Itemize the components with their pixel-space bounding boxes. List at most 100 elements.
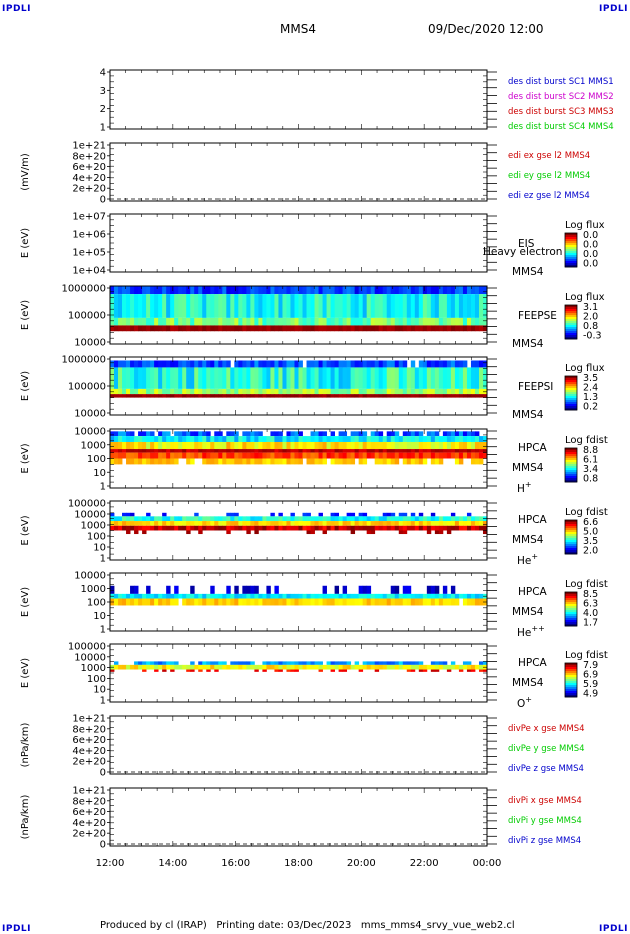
spectrogram-cell bbox=[398, 360, 404, 368]
spectrogram-cell bbox=[338, 449, 344, 453]
spectrogram-cell bbox=[214, 394, 219, 398]
spectrogram-cell bbox=[254, 593, 259, 599]
spectrogram-cell bbox=[126, 388, 131, 395]
colorbar-step bbox=[565, 257, 577, 260]
spectrogram-cell bbox=[414, 441, 420, 450]
spectrogram-cell bbox=[178, 388, 183, 395]
spectrogram-cell bbox=[406, 593, 412, 599]
spectrogram-cell bbox=[218, 325, 223, 332]
spectrogram-cell bbox=[286, 394, 291, 398]
spectrogram-cell bbox=[346, 525, 352, 531]
spectrogram-cell bbox=[478, 325, 484, 332]
spectrogram-cell bbox=[422, 325, 428, 332]
y-axis-label: E (eV) bbox=[20, 658, 31, 688]
spectrogram-cell bbox=[398, 294, 404, 318]
spectrogram-cell bbox=[466, 525, 472, 531]
spectrogram-cell bbox=[334, 458, 340, 465]
spectrogram-cell bbox=[302, 388, 307, 395]
spectrogram-cell bbox=[382, 661, 388, 665]
spectrogram-cell bbox=[118, 286, 123, 295]
spectrogram-cell bbox=[418, 317, 424, 326]
spectrogram-cell bbox=[262, 367, 267, 389]
spectrogram-cell bbox=[206, 388, 211, 395]
spectrogram-cell bbox=[290, 394, 295, 398]
spectrogram-cell bbox=[242, 360, 247, 368]
spectrogram-cell bbox=[342, 317, 348, 326]
y-tick-label: 2e+20 bbox=[72, 184, 106, 195]
spectrogram-cell bbox=[130, 525, 135, 531]
spectrogram-cell bbox=[418, 452, 424, 459]
spectrogram-cell bbox=[290, 436, 295, 442]
colorbar-step bbox=[565, 239, 577, 242]
spectrogram-cell bbox=[218, 516, 223, 522]
spectrogram-cell bbox=[198, 388, 203, 395]
spectrogram-cell bbox=[230, 516, 235, 522]
spectrogram-cell bbox=[302, 598, 307, 606]
spectrogram-cell bbox=[298, 286, 303, 295]
spacecraft-label: MMS4 bbox=[512, 606, 544, 618]
spectrogram-cell bbox=[286, 452, 291, 459]
spectrogram-cell bbox=[178, 593, 183, 599]
y-tick-label: 1e+21 bbox=[72, 714, 106, 725]
spectrogram-cell bbox=[426, 593, 432, 599]
spectrogram-cell bbox=[306, 593, 311, 599]
spectrogram-cell bbox=[130, 516, 135, 522]
spectrogram-cell bbox=[414, 525, 420, 531]
spectrogram-cell bbox=[158, 598, 163, 606]
spectrogram-cell bbox=[474, 525, 480, 531]
spectrogram-cell bbox=[150, 431, 155, 437]
spectrogram-cell bbox=[138, 431, 143, 437]
spectrogram-cell bbox=[178, 394, 183, 398]
spectrogram-cell bbox=[150, 367, 155, 389]
spectrogram-cell bbox=[154, 388, 159, 395]
spectrogram-cell bbox=[442, 593, 448, 599]
spectrogram-cell bbox=[110, 669, 115, 672]
spectrogram-cell bbox=[326, 325, 331, 332]
spectrogram-cell bbox=[202, 458, 207, 465]
spectrogram-cell bbox=[246, 367, 251, 389]
spectrogram-cell bbox=[134, 530, 139, 535]
spectrogram-cell bbox=[134, 441, 139, 450]
spectrogram-cell bbox=[206, 367, 211, 389]
spectrogram-cell bbox=[394, 286, 400, 295]
spectrogram-cell bbox=[382, 452, 388, 459]
spectrogram-cell bbox=[410, 458, 416, 465]
spectrogram-cell bbox=[458, 593, 464, 599]
spectrogram-cell bbox=[426, 441, 432, 450]
spectrogram-cell bbox=[358, 521, 364, 526]
colorbar-title: Log flux bbox=[565, 220, 605, 231]
spectrogram-cell bbox=[398, 325, 404, 332]
colorbar-step bbox=[565, 618, 577, 621]
spectrogram-cell bbox=[286, 664, 291, 670]
y-tick-label: 1 bbox=[100, 554, 106, 565]
spectrogram-cell bbox=[266, 598, 271, 606]
spectrogram-cell bbox=[162, 512, 167, 517]
spectrogram-cell bbox=[430, 436, 436, 442]
spectrogram-cell bbox=[110, 394, 115, 398]
spectrogram-cell bbox=[438, 452, 444, 459]
spectrogram-cell bbox=[202, 661, 207, 665]
spectrogram-cell bbox=[458, 436, 464, 442]
spectrogram-cell bbox=[326, 593, 331, 599]
colorbar-step bbox=[565, 520, 577, 523]
spectrogram-cell bbox=[370, 516, 376, 522]
colorbar-tick-label: 5.9 bbox=[583, 679, 598, 690]
spectrogram-cell bbox=[378, 317, 384, 326]
spectrogram-cell bbox=[426, 360, 432, 368]
spectrogram-cell bbox=[470, 516, 476, 522]
spectrogram-cell bbox=[138, 360, 143, 368]
spectrogram-cell bbox=[330, 521, 335, 526]
spectrogram-cell bbox=[462, 661, 468, 665]
spectrogram-cell bbox=[266, 367, 271, 389]
spectrogram-cell bbox=[142, 367, 147, 389]
spectrogram-cell bbox=[138, 441, 143, 450]
spectrogram-cell bbox=[342, 458, 348, 465]
spectrogram-cell bbox=[438, 360, 444, 368]
spectrogram-cell bbox=[274, 525, 279, 531]
spectrogram-cell bbox=[234, 598, 239, 606]
spectrogram-cell bbox=[178, 286, 183, 295]
spectrogram-cell bbox=[210, 593, 215, 599]
spectrogram-cell bbox=[434, 669, 440, 672]
spectrogram-cell bbox=[466, 521, 472, 526]
colorbar-step bbox=[565, 247, 577, 250]
